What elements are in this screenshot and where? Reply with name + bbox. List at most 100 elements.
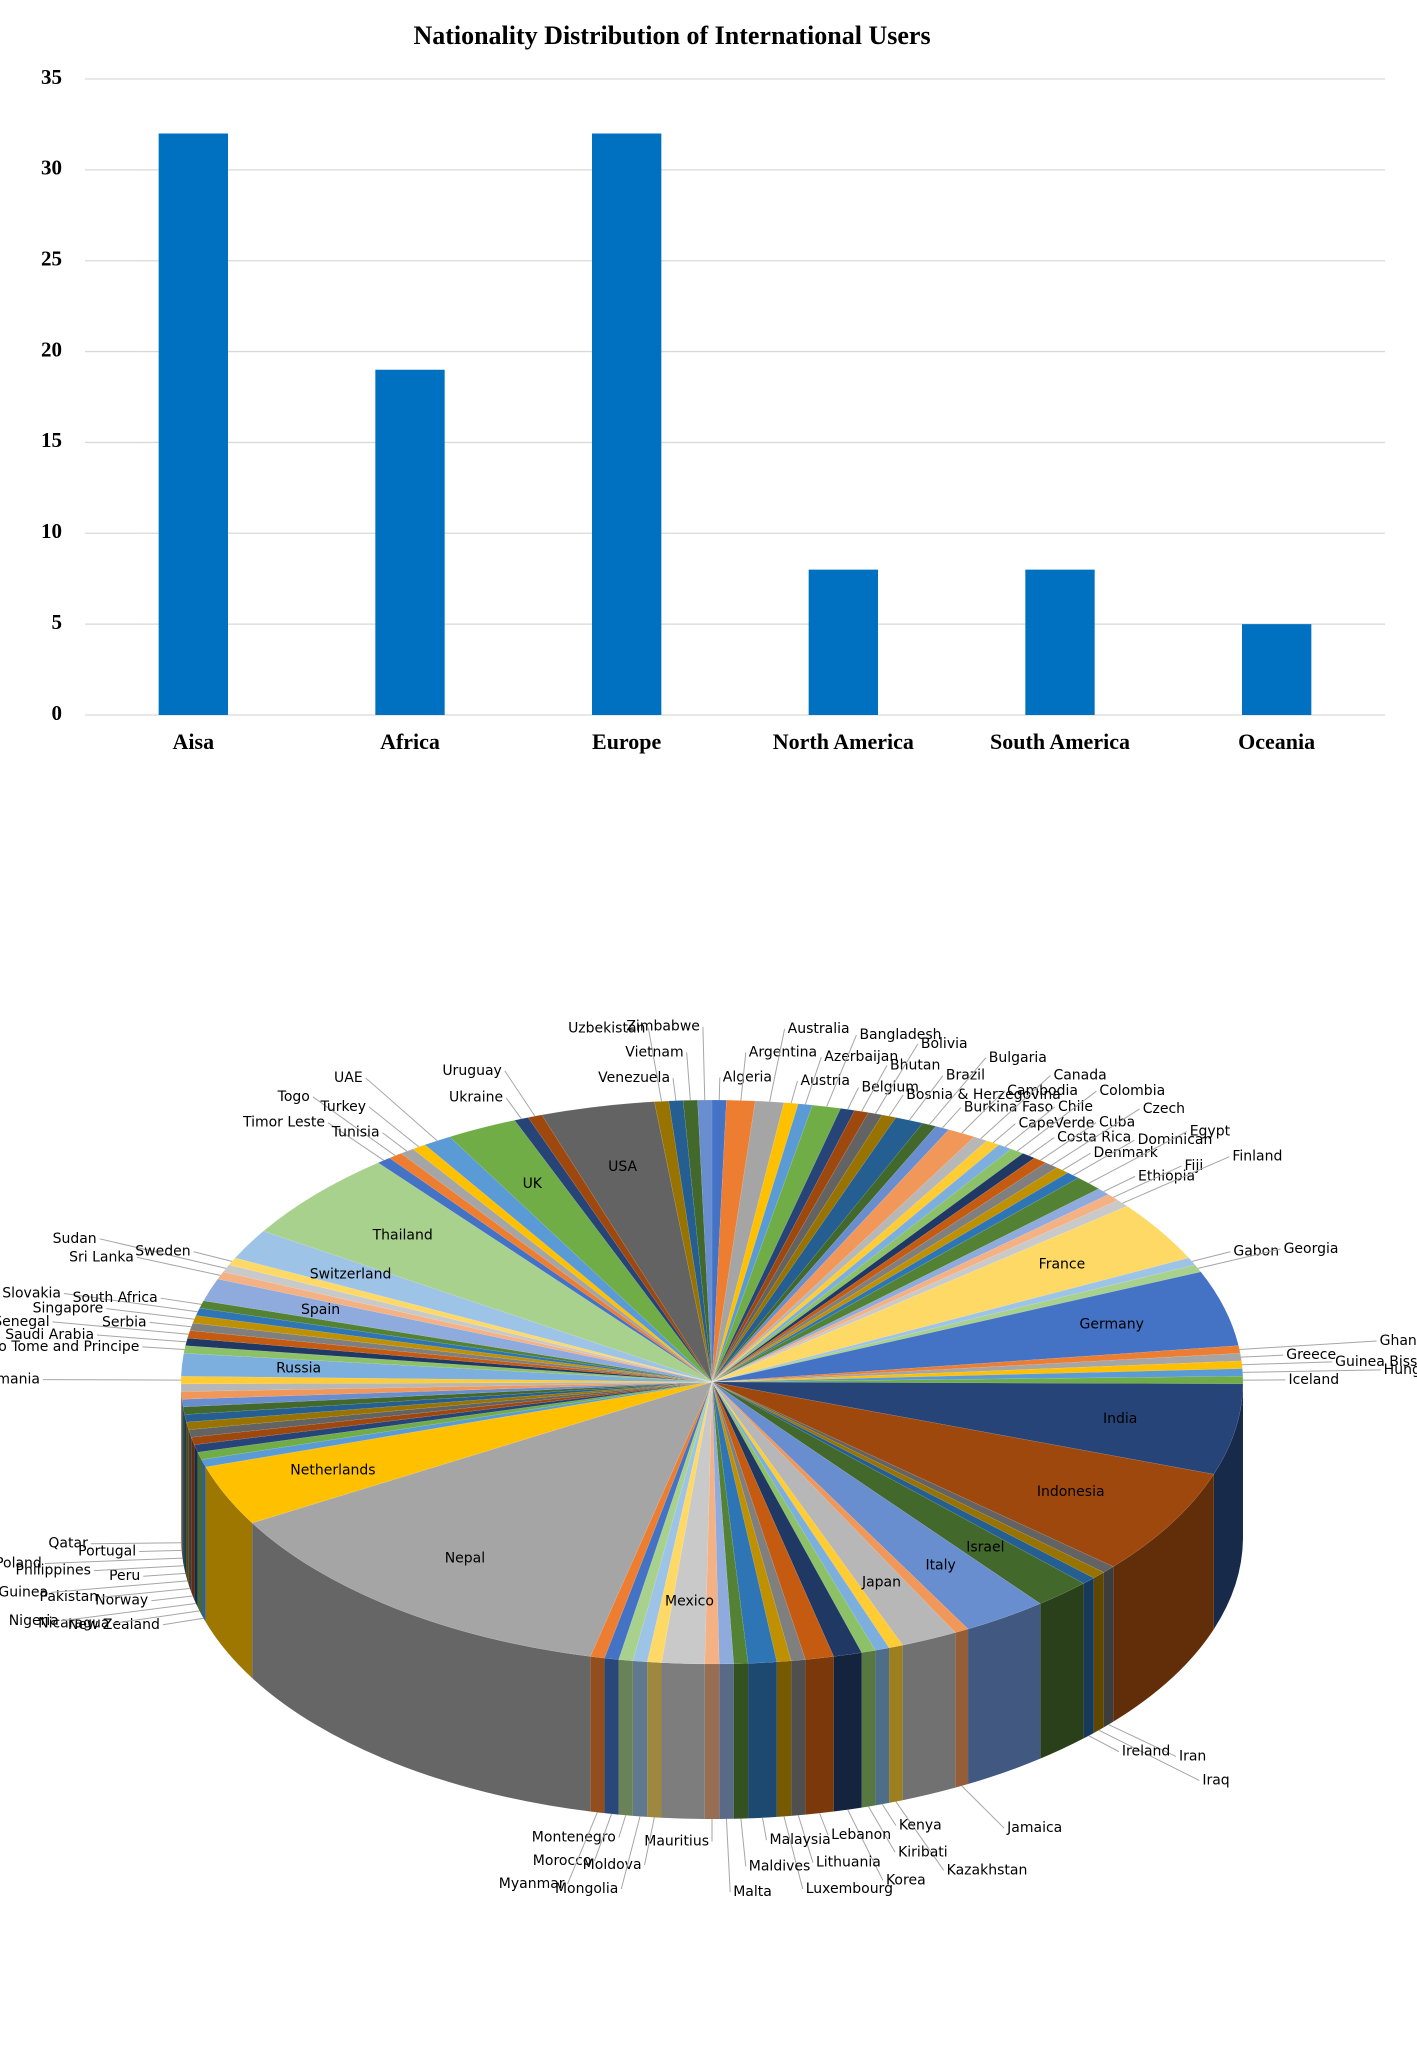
slice xyxy=(711,1381,734,1665)
leader-line xyxy=(52,1321,189,1335)
slice-side xyxy=(181,1399,184,1562)
slice-label: Denmark xyxy=(1093,1145,1158,1161)
slice xyxy=(180,1353,713,1383)
slice xyxy=(711,1381,1085,1604)
slice-label: Ethiopia xyxy=(1138,1168,1195,1184)
leader-line xyxy=(1103,1175,1136,1193)
bar xyxy=(1242,624,1312,715)
slice-label: Switzerland xyxy=(310,1267,392,1283)
slice-side xyxy=(604,1658,619,1815)
slice-side xyxy=(197,1452,202,1615)
slice-label: Mexico xyxy=(665,1594,714,1610)
slice-side xyxy=(201,1459,206,1622)
slice-side xyxy=(791,1659,806,1816)
slice-label: Mongolia xyxy=(555,1881,618,1897)
slice-side xyxy=(1113,1474,1214,1722)
leader-line xyxy=(790,1080,798,1104)
leader-line xyxy=(504,1070,536,1117)
x-tick-label: Oceania xyxy=(1238,729,1315,754)
bar xyxy=(158,133,228,715)
slice-label: Iceland xyxy=(1288,1372,1339,1388)
slice-label: Ukraine xyxy=(449,1090,503,1106)
slice xyxy=(711,1122,937,1383)
slice xyxy=(424,1136,713,1383)
x-tick-label: North America xyxy=(773,729,914,754)
y-tick-label: 15 xyxy=(41,428,62,452)
slice-label: Serbia xyxy=(102,1314,147,1330)
slice-label: Zimbabwe xyxy=(626,1019,700,1035)
slice xyxy=(711,1194,1119,1383)
slice-side xyxy=(889,1645,903,1803)
slice xyxy=(711,1162,1058,1383)
slice xyxy=(654,1100,713,1383)
slice xyxy=(251,1381,713,1657)
slice-label: Australia xyxy=(788,1021,850,1037)
slice-label: Hungary xyxy=(1384,1362,1417,1378)
slice-label: Philippines xyxy=(16,1563,91,1579)
slice xyxy=(668,1100,713,1383)
leader-line xyxy=(1197,1248,1281,1269)
slice xyxy=(205,1381,713,1524)
slice-label: Maldives xyxy=(749,1858,811,1874)
slice xyxy=(711,1381,956,1646)
leader-line xyxy=(961,1090,1005,1134)
leader-line xyxy=(861,1065,888,1112)
leader-line xyxy=(618,1815,627,1838)
slice-label: Senegal xyxy=(0,1314,50,1330)
slice-label: Papua New Guinea xyxy=(0,1584,48,1600)
slice-label: Guinea Bissau xyxy=(1335,1354,1417,1370)
leader-line xyxy=(908,1075,944,1121)
slice xyxy=(711,1381,792,1663)
slice-label: Togo xyxy=(277,1089,310,1105)
slice-label: Egypt xyxy=(1190,1124,1231,1140)
leader-line xyxy=(1108,1724,1177,1757)
leader-line xyxy=(63,1293,198,1313)
slice xyxy=(184,1381,713,1423)
x-tick-label: Europe xyxy=(592,729,662,754)
slice-label: Greece xyxy=(1286,1347,1336,1363)
slice-label: Bangladesh xyxy=(859,1027,941,1043)
leader-line xyxy=(847,1087,859,1110)
bar xyxy=(1025,569,1095,715)
leader-line xyxy=(740,1052,747,1101)
slice xyxy=(190,1381,713,1446)
slice xyxy=(189,1322,713,1383)
leader-line xyxy=(1028,1137,1055,1157)
slice-label: Bosnia & Herzegovina xyxy=(906,1087,1061,1103)
slice xyxy=(203,1278,713,1383)
slice-label: Pakistan xyxy=(40,1589,99,1605)
slice xyxy=(711,1381,876,1653)
slice-label: Spain xyxy=(301,1302,340,1318)
slice xyxy=(711,1117,924,1383)
leader-line xyxy=(106,1308,195,1320)
slice-label: Venezuela xyxy=(598,1070,670,1086)
slice-label: Lebanon xyxy=(831,1827,891,1843)
slice-label: Uzbekistan xyxy=(568,1020,645,1036)
slice-side xyxy=(183,1406,185,1570)
x-tick-label: South America xyxy=(990,729,1130,754)
slice-label: Poland xyxy=(0,1556,42,1572)
leader-line xyxy=(593,1813,612,1862)
chart-title: Nationality Distribution of Internationa… xyxy=(413,21,930,50)
slice xyxy=(711,1108,856,1383)
slice-label: Kenya xyxy=(899,1817,942,1833)
slice-label: Gabon xyxy=(1233,1244,1279,1260)
slice xyxy=(711,1140,1000,1383)
slice-label: Dominican xyxy=(1138,1132,1213,1148)
slice-label: Argentina xyxy=(749,1045,817,1061)
slice xyxy=(711,1103,813,1383)
slice-label: Brazil xyxy=(946,1068,985,1084)
leader-line xyxy=(1122,1156,1230,1204)
slice-label: Bulgaria xyxy=(989,1050,1047,1066)
y-tick-label: 20 xyxy=(41,337,62,361)
slice-side xyxy=(188,1429,192,1593)
leader-line xyxy=(783,1816,804,1890)
slice xyxy=(183,1345,713,1383)
slice xyxy=(711,1381,1041,1630)
slice xyxy=(711,1110,869,1383)
y-tick-label: 30 xyxy=(41,156,62,180)
leader-line xyxy=(112,1610,200,1624)
slice-label: Fiji xyxy=(1185,1158,1204,1174)
slice xyxy=(711,1381,1244,1475)
slice-label: Russia xyxy=(276,1361,321,1377)
